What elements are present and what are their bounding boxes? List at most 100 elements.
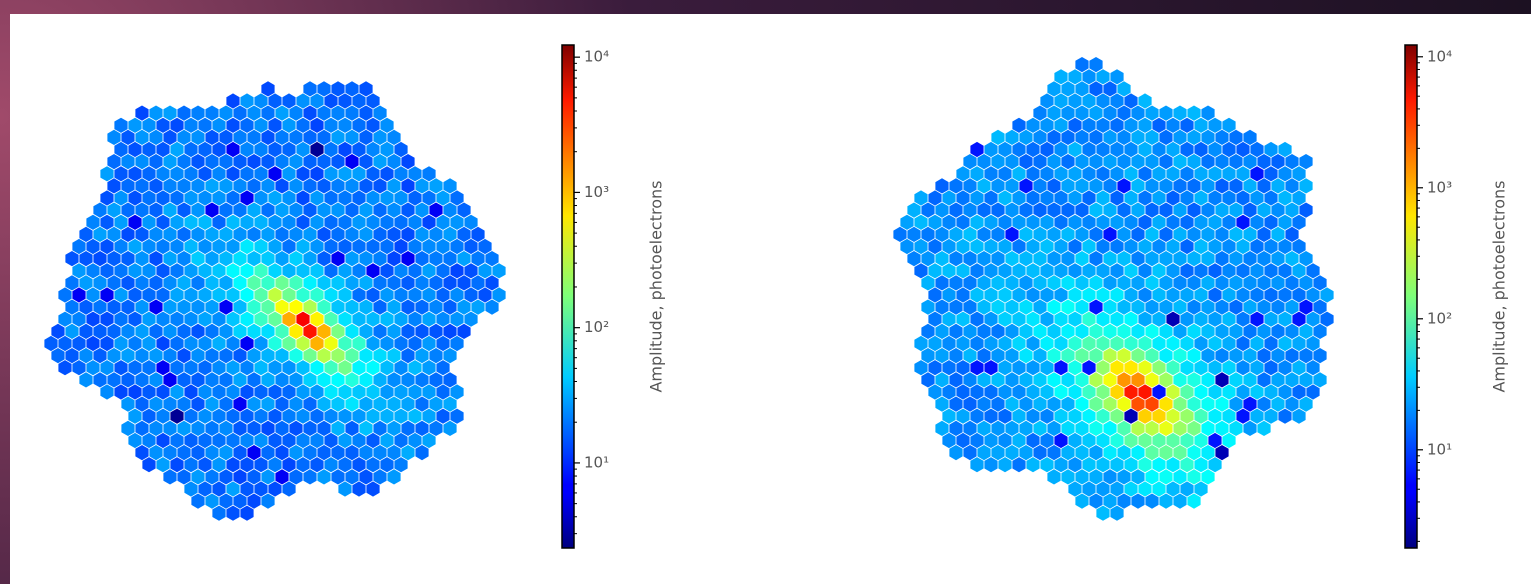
camera-pixel (408, 263, 422, 279)
camera-pixel (1019, 348, 1033, 364)
camera-pixel (233, 105, 247, 121)
camera-pixel (956, 311, 970, 327)
camera-pixel (942, 360, 956, 376)
camera-pixel (65, 275, 79, 291)
camera-pixel (1299, 323, 1313, 339)
camera-pixel (998, 287, 1012, 303)
camera-pixel (1187, 105, 1201, 121)
camera-pixel (1222, 263, 1236, 279)
camera-pixel (1173, 178, 1187, 194)
camera-pixel (1075, 372, 1089, 388)
camera-pixel (1271, 226, 1285, 242)
camera-pixel (261, 105, 275, 121)
camera-pixel (1236, 166, 1250, 182)
camera-pixel (1278, 335, 1292, 352)
camera-pixel (394, 263, 408, 279)
camera-pixel (1110, 408, 1124, 424)
camera-pixel (1075, 420, 1089, 436)
camera-pixel (1124, 311, 1138, 327)
camera-pixel (1103, 445, 1117, 461)
camera-pixel (471, 299, 485, 315)
camera-pixel (949, 445, 963, 461)
camera-pixel (142, 360, 156, 376)
camera-pixel (935, 275, 949, 291)
camera-pixel (198, 287, 212, 303)
camera-pixel (1012, 263, 1026, 279)
camera-pixel (443, 178, 457, 194)
camera-pixel (338, 166, 352, 182)
camera-pixel (1159, 154, 1173, 170)
camera-pixel (977, 396, 991, 412)
colorbar-label: Amplitude, photoelectrons (647, 180, 666, 392)
camera-pixel (1075, 299, 1089, 315)
camera-pixel (1138, 335, 1152, 352)
camera-pixel (177, 202, 191, 218)
camera-pixel (1201, 105, 1215, 121)
camera-pixel (963, 251, 977, 267)
camera-pixel (1299, 251, 1313, 267)
camera-pixel (282, 457, 296, 473)
camera-pixel (401, 275, 415, 291)
camera-pixel (289, 420, 303, 436)
camera-pixel (991, 396, 1005, 412)
camera-pixel (1131, 275, 1145, 291)
camera-pixel (970, 214, 984, 230)
camera-pixel (1005, 275, 1019, 291)
camera-pixel (457, 202, 471, 218)
camera-pixel (1292, 238, 1306, 255)
camera-pixel (380, 190, 394, 206)
camera-pixel (1292, 408, 1306, 424)
camera-pixel (387, 299, 401, 315)
camera-pixel (247, 226, 261, 242)
camera-pixel (1152, 360, 1166, 376)
camera-pixel (928, 214, 942, 230)
camera-pixel (1152, 287, 1166, 303)
camera-pixel (1264, 263, 1278, 279)
camera-pixel (247, 251, 261, 267)
camera-pixel (1124, 117, 1138, 133)
camera-pixel (1166, 263, 1180, 279)
camera-pixel (1033, 299, 1047, 315)
camera-pixel (1005, 396, 1019, 412)
camera-pixel (1173, 420, 1187, 436)
camera-pixel (942, 263, 956, 279)
camera-pixel (156, 360, 170, 376)
camera-pixel (436, 384, 450, 400)
camera-pixel (282, 287, 296, 303)
camera-pixel (1068, 141, 1082, 158)
camera-pixel (1243, 178, 1257, 194)
camera-pixel (198, 214, 212, 230)
camera-pixel (1019, 251, 1033, 267)
camera-pixel (345, 251, 359, 267)
camera-pixel (261, 251, 275, 267)
camera-pixel (93, 348, 107, 364)
camera-pixel (956, 432, 970, 449)
camera-pixel (128, 335, 142, 352)
camera-pixel (226, 360, 240, 376)
camera-pixel (1166, 311, 1180, 327)
camera-pixel (296, 93, 310, 109)
camera-pixel (149, 299, 163, 315)
camera-pixel (1215, 396, 1229, 412)
camera-pixel (226, 141, 240, 158)
camera-pixel (1089, 154, 1103, 170)
camera-pixel (956, 408, 970, 424)
camera-pixel (1152, 481, 1166, 497)
camera-pixel (1236, 214, 1250, 230)
camera-pixel (1292, 190, 1306, 206)
camera-pixel (268, 117, 282, 133)
camera-pixel (359, 275, 373, 291)
camera-pixel (1012, 311, 1026, 327)
camera-pixel (1215, 372, 1229, 388)
camera-pixel (1096, 166, 1110, 182)
camera-pixel (114, 287, 128, 303)
camera-pixel (142, 263, 156, 279)
camera-pixel (149, 105, 163, 121)
camera-pixel (366, 481, 380, 497)
camera-pixel (1068, 166, 1082, 182)
camera-pixel (128, 408, 142, 424)
camera-pixel (107, 129, 121, 145)
camera-pixel (485, 251, 499, 267)
camera-pixel (1229, 154, 1243, 170)
camera-pixel (949, 323, 963, 339)
